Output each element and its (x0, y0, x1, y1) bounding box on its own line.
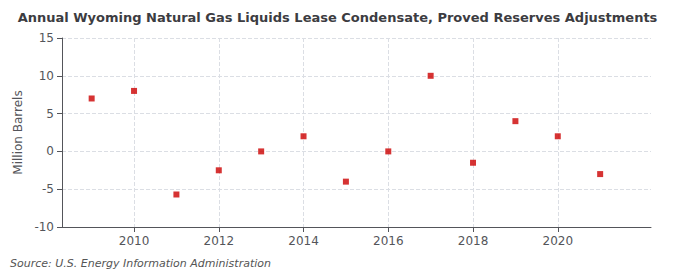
svg-text:0: 0 (46, 144, 54, 158)
svg-text:2014: 2014 (288, 234, 319, 248)
svg-text:2016: 2016 (373, 234, 404, 248)
svg-text:Million Barrels: Million Barrels (11, 90, 25, 174)
svg-text:2012: 2012 (204, 234, 235, 248)
svg-text:-5: -5 (42, 182, 54, 196)
svg-text:5: 5 (46, 107, 54, 121)
svg-text:2010: 2010 (119, 234, 150, 248)
svg-text:15: 15 (39, 31, 54, 45)
svg-text:2018: 2018 (458, 234, 489, 248)
svg-text:Source: U.S. Energy Informatio: Source: U.S. Energy Information Administ… (10, 257, 271, 270)
svg-text:Annual Wyoming Natural Gas Liq: Annual Wyoming Natural Gas Liquids Lease… (18, 10, 658, 25)
svg-text:-10: -10 (34, 220, 54, 234)
svg-text:2020: 2020 (543, 234, 574, 248)
svg-text:10: 10 (39, 69, 54, 83)
